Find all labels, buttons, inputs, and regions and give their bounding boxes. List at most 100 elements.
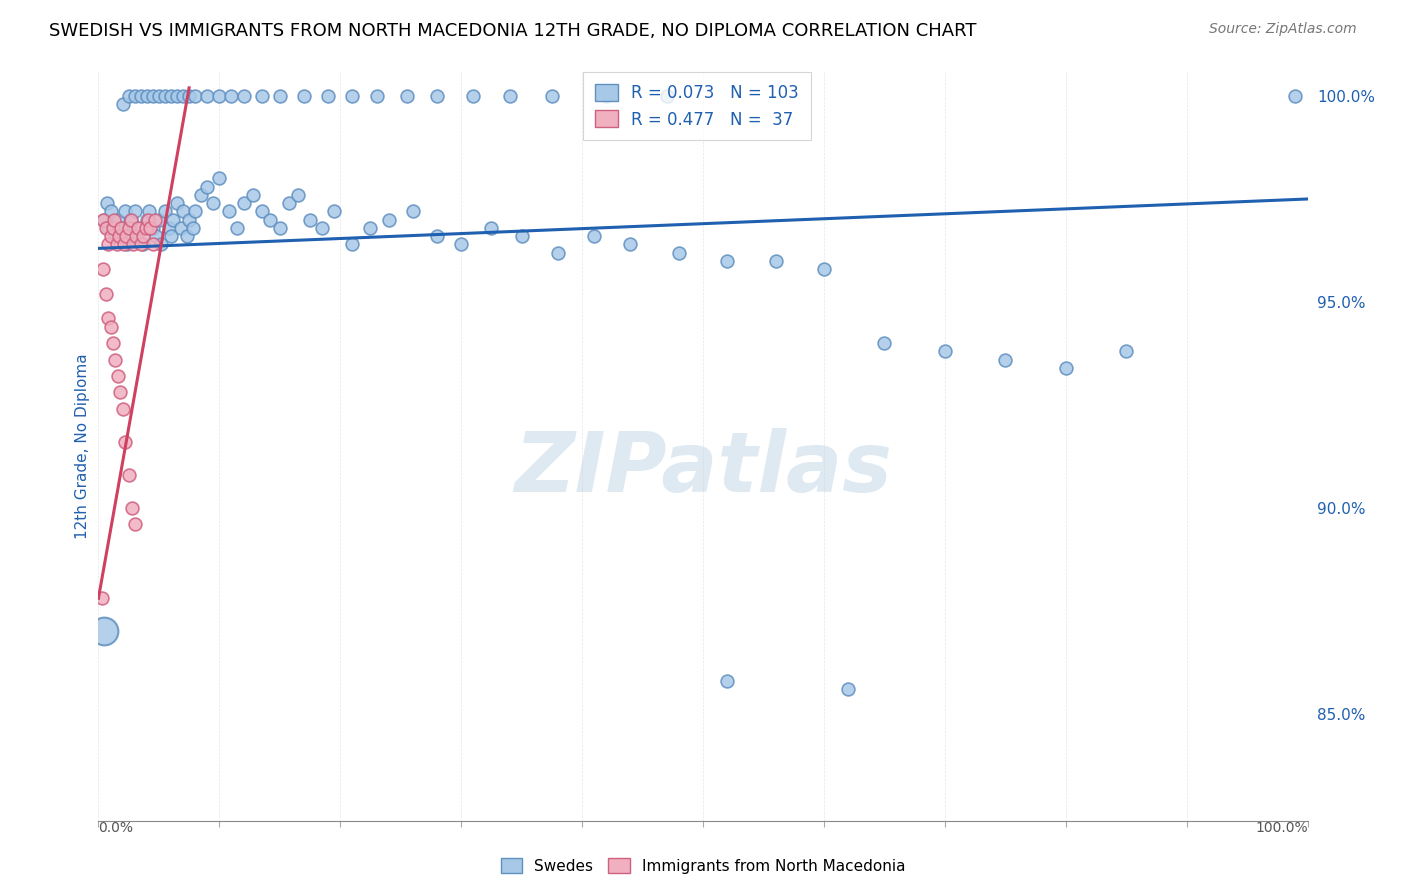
Point xyxy=(366,89,388,103)
Point xyxy=(169,220,191,235)
Point xyxy=(100,319,122,334)
Point xyxy=(172,89,194,103)
Point xyxy=(114,434,136,449)
Point xyxy=(108,229,131,244)
Point xyxy=(142,237,165,252)
Point xyxy=(195,89,218,103)
Point xyxy=(97,220,120,235)
Legend: R = 0.073   N = 103, R = 0.477   N =  37: R = 0.073 N = 103, R = 0.477 N = 37 xyxy=(583,72,811,140)
Point xyxy=(107,369,129,384)
Point xyxy=(160,229,183,244)
Point xyxy=(101,336,124,351)
Point xyxy=(139,220,162,235)
Point xyxy=(135,212,157,227)
Point xyxy=(153,89,176,103)
Point xyxy=(837,681,859,696)
Point xyxy=(142,220,165,235)
Point xyxy=(583,229,606,244)
Point xyxy=(172,204,194,219)
Point xyxy=(97,311,120,326)
Text: Source: ZipAtlas.com: Source: ZipAtlas.com xyxy=(1209,22,1357,37)
Point xyxy=(259,212,281,227)
Point xyxy=(107,212,129,227)
Point xyxy=(142,89,165,103)
Point xyxy=(91,262,114,277)
Point xyxy=(150,237,173,252)
Point xyxy=(190,187,212,202)
Point xyxy=(125,229,148,244)
Point xyxy=(129,220,152,235)
Point xyxy=(426,229,449,244)
Point xyxy=(278,196,301,211)
Point xyxy=(93,624,115,639)
Point xyxy=(481,220,503,235)
Point xyxy=(402,204,425,219)
Point xyxy=(934,344,956,359)
Point xyxy=(110,220,132,235)
Point xyxy=(93,212,115,227)
Point xyxy=(148,89,170,103)
Point xyxy=(118,89,141,103)
Point xyxy=(104,229,127,244)
Point xyxy=(342,89,364,103)
Point xyxy=(115,229,138,244)
Point xyxy=(311,220,333,235)
Point xyxy=(124,89,146,103)
Point xyxy=(292,89,315,103)
Point xyxy=(360,220,382,235)
Point xyxy=(112,237,135,252)
Text: 100.0%: 100.0% xyxy=(1256,821,1308,835)
Point xyxy=(162,212,184,227)
Point xyxy=(323,204,346,219)
Point xyxy=(287,187,309,202)
Point xyxy=(127,229,149,244)
Text: SWEDISH VS IMMIGRANTS FROM NORTH MACEDONIA 12TH GRADE, NO DIPLOMA CORRELATION CH: SWEDISH VS IMMIGRANTS FROM NORTH MACEDON… xyxy=(49,22,977,40)
Point xyxy=(124,517,146,532)
Point xyxy=(218,204,240,219)
Point xyxy=(111,97,134,112)
Point xyxy=(716,253,738,268)
Point xyxy=(148,212,170,227)
Point xyxy=(595,89,617,103)
Point xyxy=(145,229,167,244)
Point xyxy=(153,204,176,219)
Point xyxy=(1284,89,1306,103)
Point xyxy=(242,187,264,202)
Point xyxy=(1054,360,1077,375)
Legend: Swedes, Immigrants from North Macedonia: Swedes, Immigrants from North Macedonia xyxy=(495,852,911,880)
Point xyxy=(716,673,738,688)
Point xyxy=(176,229,198,244)
Point xyxy=(103,212,125,227)
Point xyxy=(118,467,141,482)
Point xyxy=(122,237,145,252)
Point xyxy=(124,204,146,219)
Point xyxy=(129,237,152,252)
Point xyxy=(463,89,485,103)
Point xyxy=(232,196,254,211)
Point xyxy=(100,204,122,219)
Point xyxy=(101,220,124,235)
Point xyxy=(226,220,249,235)
Point xyxy=(120,212,142,227)
Point xyxy=(114,204,136,219)
Point xyxy=(299,212,322,227)
Point xyxy=(96,196,118,211)
Point xyxy=(510,229,533,244)
Point xyxy=(108,385,131,400)
Point xyxy=(118,220,141,235)
Point xyxy=(540,89,562,103)
Point xyxy=(94,286,117,301)
Y-axis label: 12th Grade, No Diploma: 12th Grade, No Diploma xyxy=(75,353,90,539)
Point xyxy=(94,220,117,235)
Point xyxy=(143,212,166,227)
Point xyxy=(1115,344,1137,359)
Point xyxy=(105,237,128,252)
Point xyxy=(184,89,207,103)
Point xyxy=(813,262,835,277)
Point xyxy=(269,89,291,103)
Point xyxy=(101,220,124,235)
Point xyxy=(181,220,204,235)
Point xyxy=(426,89,449,103)
Point xyxy=(195,179,218,194)
Point xyxy=(179,89,201,103)
